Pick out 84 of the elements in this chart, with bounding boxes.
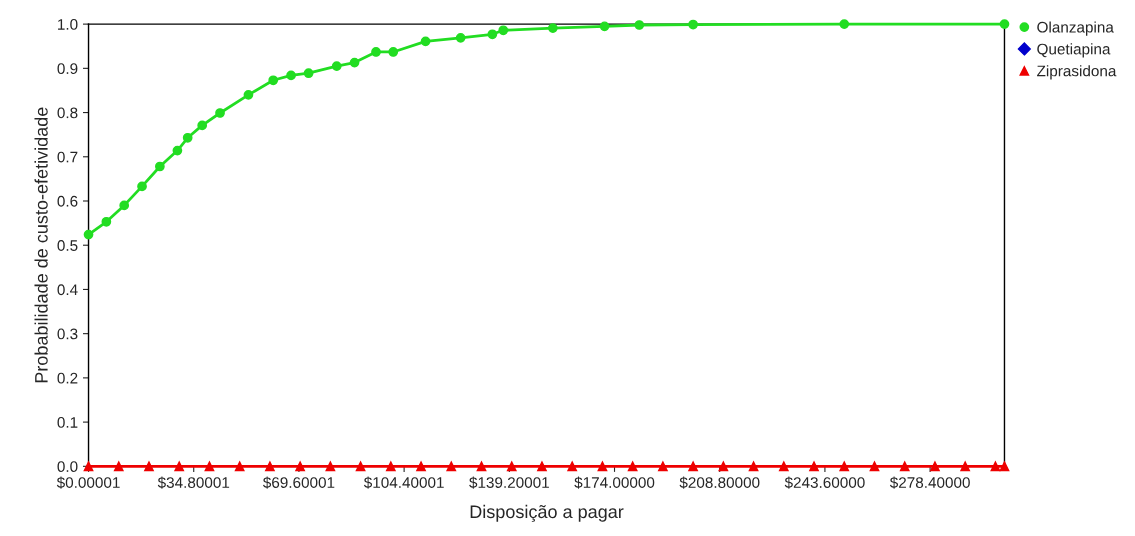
point bbox=[658, 461, 668, 472]
x-tick-label: $0.00001 bbox=[56, 476, 120, 489]
x-axis-title: Disposição a pagar bbox=[470, 504, 624, 522]
point bbox=[371, 47, 381, 57]
point bbox=[182, 132, 193, 143]
point bbox=[83, 461, 94, 472]
point bbox=[748, 461, 759, 472]
point bbox=[597, 461, 608, 472]
y-tick-label: 0.3 bbox=[57, 328, 78, 340]
point bbox=[155, 161, 165, 172]
point bbox=[506, 461, 517, 472]
y-tick-label: 0.1 bbox=[57, 416, 78, 428]
point bbox=[567, 461, 578, 472]
y-tick-label: 0.2 bbox=[57, 372, 78, 384]
point bbox=[215, 108, 225, 118]
point bbox=[809, 461, 819, 472]
y-tick-label: 0.6 bbox=[57, 195, 78, 207]
point bbox=[990, 461, 1001, 472]
point bbox=[999, 19, 1010, 29]
point bbox=[420, 36, 431, 47]
x-tick-label: $278.40000 bbox=[889, 476, 970, 489]
point bbox=[113, 461, 124, 472]
x-tick-label: $104.40001 bbox=[363, 476, 444, 489]
point bbox=[476, 461, 487, 472]
point bbox=[869, 461, 880, 472]
point bbox=[960, 461, 971, 472]
point bbox=[144, 461, 154, 472]
point bbox=[234, 461, 245, 472]
y-tick-label: 0.9 bbox=[57, 63, 78, 75]
point bbox=[174, 461, 185, 472]
point bbox=[355, 461, 366, 472]
y-tick-label: 1.0 bbox=[58, 18, 78, 30]
point bbox=[243, 90, 254, 100]
x-tick-label: $69.60001 bbox=[262, 476, 335, 489]
point bbox=[331, 61, 342, 71]
point bbox=[999, 461, 1010, 472]
legend-label: Ziprasidona bbox=[1037, 65, 1117, 80]
point bbox=[899, 461, 910, 472]
x-tick-label: $208.80000 bbox=[679, 476, 760, 489]
point bbox=[286, 70, 296, 81]
point bbox=[627, 461, 638, 472]
point bbox=[547, 23, 558, 33]
point bbox=[930, 461, 940, 472]
point bbox=[446, 461, 457, 472]
point bbox=[83, 229, 94, 240]
point bbox=[634, 20, 645, 30]
point bbox=[718, 461, 729, 472]
x-tick-label: $174.00000 bbox=[574, 476, 655, 489]
point bbox=[599, 21, 610, 32]
point bbox=[295, 461, 305, 472]
point bbox=[172, 145, 183, 156]
point bbox=[137, 181, 147, 192]
point bbox=[487, 29, 498, 40]
point bbox=[388, 47, 399, 57]
point bbox=[268, 75, 279, 86]
point bbox=[385, 461, 396, 472]
y-tick-label: 0.7 bbox=[57, 151, 78, 163]
point bbox=[839, 19, 850, 29]
point bbox=[325, 461, 336, 472]
x-tick-label: $243.60000 bbox=[784, 476, 865, 489]
point bbox=[303, 68, 314, 79]
point bbox=[101, 216, 112, 227]
point bbox=[778, 461, 789, 472]
point bbox=[197, 120, 208, 131]
y-tick-label: 0.8 bbox=[57, 107, 78, 119]
point bbox=[204, 461, 215, 472]
legend-label: Quetiapina bbox=[1037, 43, 1111, 58]
point bbox=[688, 461, 698, 472]
point bbox=[349, 57, 360, 68]
point bbox=[265, 461, 275, 472]
legend-label: Olanzapina bbox=[1037, 21, 1114, 36]
x-tick-label: $139.20001 bbox=[469, 476, 549, 489]
point bbox=[119, 200, 130, 211]
y-tick-label: 0.5 bbox=[57, 240, 78, 251]
point bbox=[498, 25, 509, 36]
point bbox=[839, 461, 850, 472]
y-axis-title: Probabilidade de custo-efetividade bbox=[34, 107, 48, 383]
y-tick-label: 0.0 bbox=[57, 461, 78, 473]
y-tick-label: 0.4 bbox=[57, 284, 78, 296]
point bbox=[416, 461, 426, 472]
point bbox=[688, 19, 698, 30]
point bbox=[455, 32, 466, 43]
point bbox=[537, 461, 547, 472]
x-tick-label: $34.80001 bbox=[157, 476, 230, 489]
